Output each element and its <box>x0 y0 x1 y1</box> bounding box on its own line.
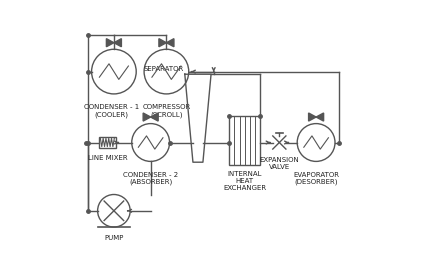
Text: LINE MIXER: LINE MIXER <box>88 155 127 161</box>
Text: CONDENSER - 1
(COOLER): CONDENSER - 1 (COOLER) <box>84 105 139 118</box>
Text: SEPARATOR: SEPARATOR <box>143 65 184 72</box>
Polygon shape <box>114 39 121 47</box>
Polygon shape <box>309 113 316 121</box>
Polygon shape <box>106 39 114 47</box>
Text: CONDENSER - 2
(ABSORBER): CONDENSER - 2 (ABSORBER) <box>123 172 178 185</box>
Bar <box>230 116 260 165</box>
Polygon shape <box>150 113 158 121</box>
Text: INTERNAL
HEAT
EXCHANGER: INTERNAL HEAT EXCHANGER <box>223 171 266 191</box>
Polygon shape <box>159 39 166 47</box>
Text: COMPRESSOR
(SCROLL): COMPRESSOR (SCROLL) <box>142 105 190 118</box>
Polygon shape <box>166 39 174 47</box>
Text: EXPANSION
VALVE: EXPANSION VALVE <box>259 157 299 170</box>
Polygon shape <box>143 113 150 121</box>
Polygon shape <box>316 113 324 121</box>
Text: EVAPORATOR
(DESORBER): EVAPORATOR (DESORBER) <box>293 172 339 185</box>
Bar <box>99 136 116 148</box>
Text: PUMP: PUMP <box>104 235 123 241</box>
